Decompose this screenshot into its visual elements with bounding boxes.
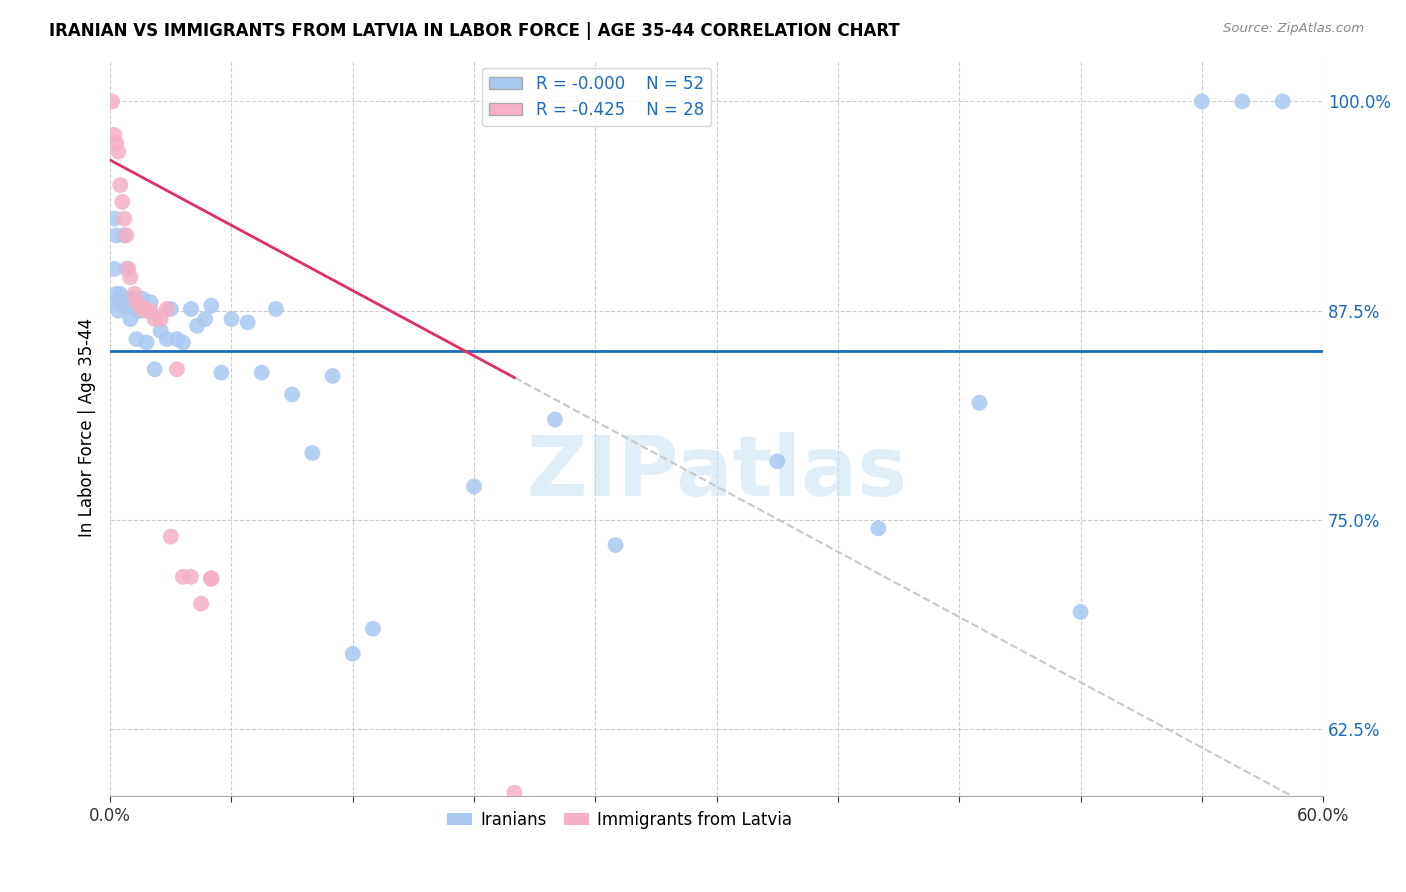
Text: ZIPatlas: ZIPatlas (526, 432, 907, 513)
Point (1191, 95, 1213, 109)
Point (121, 299, 143, 313)
Point (120, 270, 142, 285)
Point (149, 312, 172, 326)
Point (172, 570, 194, 584)
Point (139, 303, 162, 318)
Point (129, 303, 152, 318)
Point (194, 312, 217, 326)
Point (117, 261, 139, 276)
Point (138, 303, 160, 318)
Point (250, 366, 273, 380)
Point (125, 295, 148, 310)
Point (969, 395, 991, 409)
Point (131, 301, 153, 316)
Point (221, 312, 243, 326)
Point (149, 324, 172, 338)
Y-axis label: In Labor Force | Age 35-44: In Labor Force | Age 35-44 (79, 318, 96, 537)
Point (129, 299, 152, 313)
Point (124, 287, 146, 301)
Point (361, 622, 384, 636)
Point (143, 312, 166, 326)
Point (301, 446, 323, 460)
Point (127, 303, 149, 318)
Point (105, 228, 128, 243)
Point (101, 295, 124, 310)
Point (112, 228, 135, 243)
Text: IRANIAN VS IMMIGRANTS FROM LATVIA IN LABOR FORCE | AGE 35-44 CORRELATION CHART: IRANIAN VS IMMIGRANTS FROM LATVIA IN LAB… (49, 22, 900, 40)
Point (131, 292, 153, 306)
Point (200, 572, 222, 586)
Point (868, 521, 890, 535)
Point (159, 301, 181, 316)
Point (125, 332, 148, 346)
Point (105, 136, 128, 151)
Point (209, 366, 232, 380)
Point (107, 303, 129, 318)
Point (103, 261, 125, 276)
Point (135, 303, 157, 318)
Point (236, 315, 259, 329)
Point (143, 362, 166, 376)
Point (156, 332, 179, 346)
Point (120, 312, 142, 326)
Point (766, 454, 789, 468)
Point (172, 335, 194, 350)
Point (503, 786, 526, 800)
Legend: Iranians, Immigrants from Latvia: Iranians, Immigrants from Latvia (440, 805, 799, 836)
Point (117, 292, 139, 306)
Point (180, 301, 202, 316)
Point (166, 362, 188, 376)
Point (115, 228, 138, 243)
Point (112, 211, 135, 226)
Point (103, 128, 125, 142)
Point (264, 301, 287, 316)
Text: Source: ZipAtlas.com: Source: ZipAtlas.com (1223, 22, 1364, 36)
Point (180, 570, 202, 584)
Point (110, 287, 132, 301)
Point (200, 299, 222, 313)
Point (115, 261, 138, 276)
Point (110, 295, 132, 310)
Point (159, 530, 181, 544)
Point (186, 318, 208, 333)
Point (156, 301, 179, 316)
Point (103, 211, 125, 226)
Point (135, 335, 157, 350)
Point (1070, 605, 1092, 619)
Point (139, 295, 162, 310)
Point (322, 368, 344, 383)
Point (281, 387, 304, 401)
Point (111, 299, 134, 313)
Point (463, 479, 485, 493)
Point (124, 292, 146, 306)
Point (105, 287, 128, 301)
Point (200, 572, 222, 586)
Point (1271, 95, 1294, 109)
Point (342, 647, 364, 661)
Point (544, 412, 567, 426)
Point (1232, 95, 1254, 109)
Point (200, 572, 222, 586)
Point (111, 194, 134, 209)
Point (605, 538, 627, 552)
Point (101, 95, 124, 109)
Point (190, 597, 212, 611)
Point (110, 178, 132, 193)
Point (107, 145, 129, 159)
Point (166, 332, 188, 346)
